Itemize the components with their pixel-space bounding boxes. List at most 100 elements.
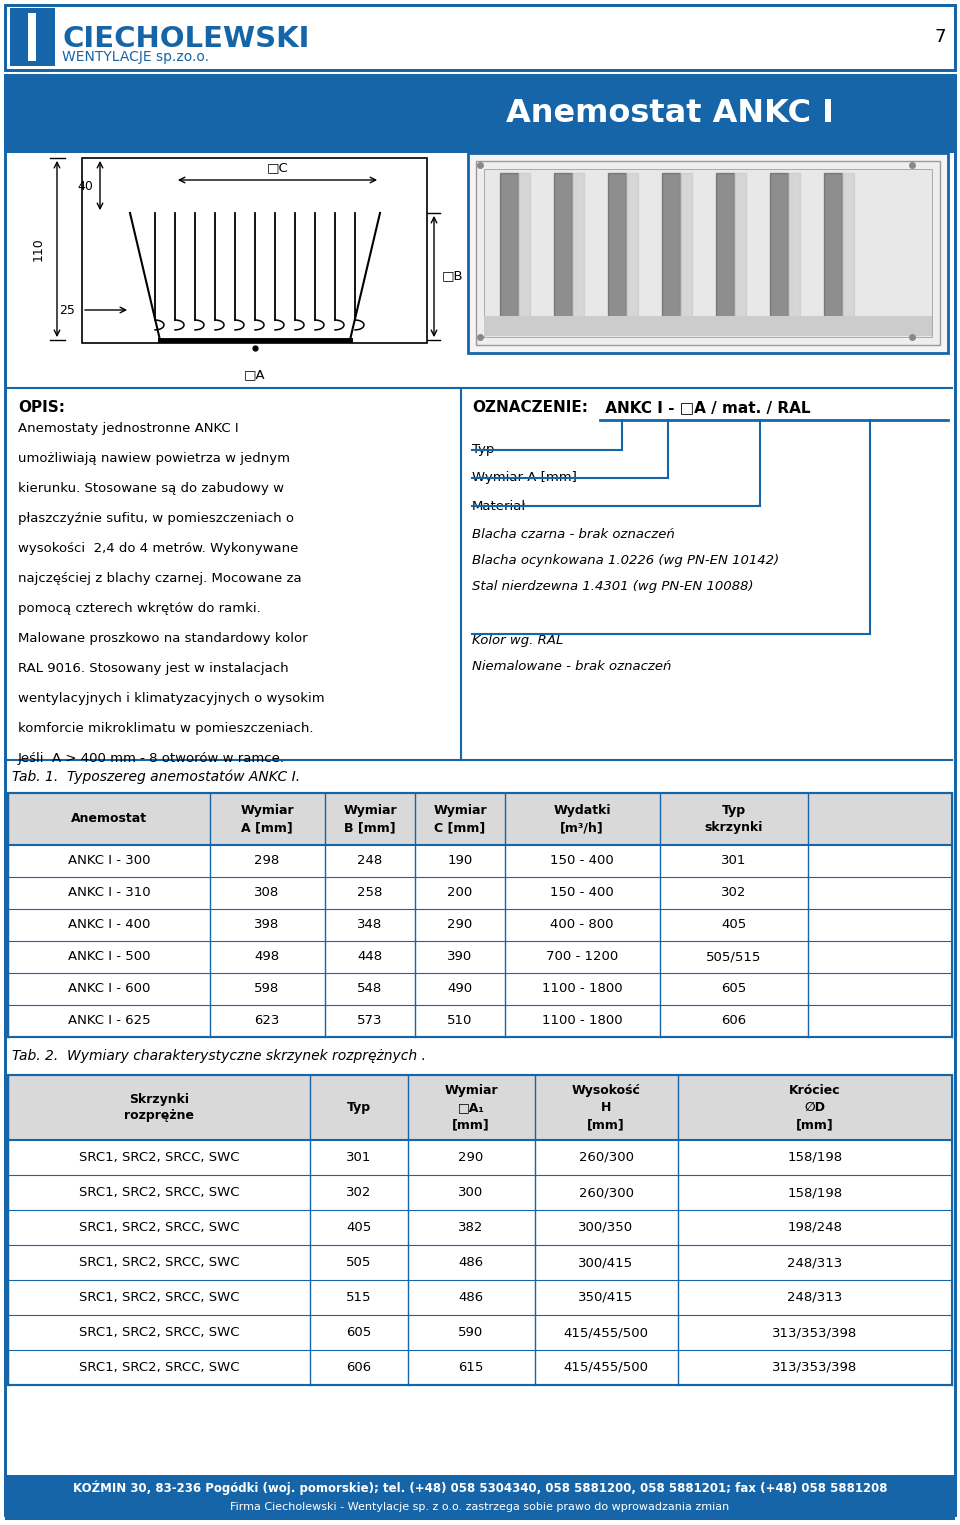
Text: SRC1, SRC2, SRCC, SWC: SRC1, SRC2, SRCC, SWC [79, 1151, 239, 1164]
Text: 400 - 800: 400 - 800 [550, 918, 613, 932]
Text: □B: □B [442, 270, 464, 282]
Text: 150 - 400: 150 - 400 [550, 854, 613, 868]
Text: Anemostaty jednostronne ANKC I: Anemostaty jednostronne ANKC I [18, 422, 239, 435]
Text: 415/455/500: 415/455/500 [564, 1360, 649, 1374]
Text: Wymiar
B [mm]: Wymiar B [mm] [343, 804, 396, 834]
Text: 448: 448 [357, 950, 383, 964]
Text: □C: □C [267, 162, 289, 174]
Text: Tab. 2.  Wymiary charakterystyczne skrzynek rozprężnych .: Tab. 2. Wymiary charakterystyczne skrzyn… [12, 1049, 426, 1063]
Bar [5, 75, 955, 152]
Text: 302: 302 [721, 886, 747, 900]
Text: 382: 382 [458, 1222, 484, 1234]
Text: Wymiar A [mm]: Wymiar A [mm] [472, 471, 577, 485]
Text: Skrzynki
rozprężne: Skrzynki rozprężne [124, 1092, 194, 1122]
Text: 248/313: 248/313 [787, 1292, 843, 1304]
Text: 290: 290 [458, 1151, 484, 1164]
Text: Kolor wg. RAL: Kolor wg. RAL [472, 634, 564, 647]
Text: Wymiar
C [mm]: Wymiar C [mm] [433, 804, 487, 834]
Text: OZNACZENIE:: OZNACZENIE: [472, 400, 588, 415]
Text: Wymiar
A [mm]: Wymiar A [mm] [240, 804, 294, 834]
Text: wysokości  2,4 do 4 metrów. Wykonywane: wysokości 2,4 do 4 metrów. Wykonywane [18, 541, 299, 555]
Text: 1100 - 1800: 1100 - 1800 [541, 1014, 622, 1028]
Text: Typ
skrzynki: Typ skrzynki [705, 804, 763, 834]
Text: 301: 301 [347, 1151, 372, 1164]
Text: Wymiar
□A₁
[mm]: Wymiar □A₁ [mm] [444, 1084, 498, 1132]
Text: płaszczyźnie sufitu, w pomieszczeniach o: płaszczyźnie sufitu, w pomieszczeniach o [18, 512, 294, 525]
Text: Jeśli  A > 400 mm - 8 otworów w ramce.: Jeśli A > 400 mm - 8 otworów w ramce. [18, 752, 285, 766]
Text: 598: 598 [254, 982, 279, 996]
Bar [16, 14, 40, 61]
Text: 25: 25 [60, 303, 75, 317]
Text: 260/300: 260/300 [579, 1151, 634, 1164]
Text: ANKC I - 300: ANKC I - 300 [68, 854, 151, 868]
Text: 515: 515 [347, 1292, 372, 1304]
Text: SRC1, SRC2, SRCC, SWC: SRC1, SRC2, SRCC, SWC [79, 1360, 239, 1374]
Text: 248: 248 [357, 854, 383, 868]
Bar [8, 1075, 952, 1385]
Text: 301: 301 [721, 854, 747, 868]
Text: ANKC I - 400: ANKC I - 400 [68, 918, 150, 932]
Text: 398: 398 [254, 918, 279, 932]
Text: Blacha ocynkowana 1.0226 (wg PN-EN 10142): Blacha ocynkowana 1.0226 (wg PN-EN 10142… [472, 554, 780, 567]
Text: 190: 190 [447, 854, 472, 868]
Text: 1100 - 1800: 1100 - 1800 [541, 982, 622, 996]
Text: Blacha czarna - brak oznaczeń: Blacha czarna - brak oznaczeń [472, 528, 675, 541]
Text: 415/455/500: 415/455/500 [564, 1327, 649, 1339]
Bar [476, 162, 940, 345]
Text: 605: 605 [347, 1327, 372, 1339]
Bar [16, 14, 32, 61]
Text: Malowane proszkowo na standardowy kolor: Malowane proszkowo na standardowy kolor [18, 631, 307, 645]
Bar [8, 1075, 952, 1141]
Text: 258: 258 [357, 886, 383, 900]
Bar [5, 1475, 955, 1520]
Text: ANKC I - 625: ANKC I - 625 [68, 1014, 151, 1028]
Text: 7: 7 [934, 27, 946, 46]
Text: 300/415: 300/415 [579, 1257, 634, 1269]
Text: 313/353/398: 313/353/398 [773, 1327, 857, 1339]
Text: 260/300: 260/300 [579, 1186, 634, 1199]
Text: 490: 490 [447, 982, 472, 996]
Text: 606: 606 [721, 1014, 747, 1028]
Text: wentylacyjnych i klimatyzacyjnych o wysokim: wentylacyjnych i klimatyzacyjnych o wyso… [18, 692, 324, 705]
Text: 158/198: 158/198 [787, 1186, 843, 1199]
Text: SRC1, SRC2, SRCC, SWC: SRC1, SRC2, SRCC, SWC [79, 1222, 239, 1234]
Text: 700 - 1200: 700 - 1200 [546, 950, 618, 964]
Text: najczęściej z blachy czarnej. Mocowane za: najczęściej z blachy czarnej. Mocowane z… [18, 572, 301, 586]
Text: 486: 486 [459, 1292, 484, 1304]
Text: ANKC I - 600: ANKC I - 600 [68, 982, 150, 996]
Text: Stal nierdzewna 1.4301 (wg PN-EN 10088): Stal nierdzewna 1.4301 (wg PN-EN 10088) [472, 580, 754, 593]
Text: 498: 498 [254, 950, 279, 964]
Text: 350/415: 350/415 [578, 1292, 634, 1304]
Text: Tab. 1.  Typoszereg anemostatów ANKC I.: Tab. 1. Typoszereg anemostatów ANKC I. [12, 770, 300, 784]
Bar [10, 8, 55, 66]
Text: ANKC I - □A / mat. / RAL: ANKC I - □A / mat. / RAL [600, 400, 810, 415]
Text: 505: 505 [347, 1257, 372, 1269]
Text: komforcie mikroklimatu w pomieszczeniach.: komforcie mikroklimatu w pomieszczeniach… [18, 721, 314, 735]
Text: Anemostat ANKC I: Anemostat ANKC I [506, 99, 834, 130]
Bar [484, 169, 932, 337]
Text: SRC1, SRC2, SRCC, SWC: SRC1, SRC2, SRCC, SWC [79, 1292, 239, 1304]
Text: 158/198: 158/198 [787, 1151, 843, 1164]
Text: 405: 405 [721, 918, 747, 932]
Text: 300: 300 [458, 1186, 484, 1199]
Bar [5, 5, 955, 70]
Text: Typ: Typ [347, 1101, 372, 1113]
Text: 302: 302 [347, 1186, 372, 1199]
Text: 348: 348 [357, 918, 383, 932]
Text: Wysokość
H
[mm]: Wysokość H [mm] [571, 1084, 640, 1132]
Text: kierunku. Stosowane są do zabudowy w: kierunku. Stosowane są do zabudowy w [18, 482, 284, 496]
Text: 110: 110 [32, 236, 45, 261]
Text: pomocą czterech wkrętów do ramki.: pomocą czterech wkrętów do ramki. [18, 602, 261, 615]
Text: 505/515: 505/515 [707, 950, 761, 964]
Text: 573: 573 [357, 1014, 383, 1028]
Text: Materiał: Materiał [472, 500, 526, 512]
Text: 486: 486 [459, 1257, 484, 1269]
Text: 298: 298 [254, 854, 279, 868]
Text: WENTYLACJE sp.zo.o.: WENTYLACJE sp.zo.o. [62, 50, 209, 64]
Text: SRC1, SRC2, SRCC, SWC: SRC1, SRC2, SRCC, SWC [79, 1257, 239, 1269]
Text: Typ: Typ [472, 444, 494, 456]
Text: Króciec
∅D
[mm]: Króciec ∅D [mm] [789, 1084, 841, 1132]
Bar [82, 159, 427, 343]
Text: 150 - 400: 150 - 400 [550, 886, 613, 900]
Text: 605: 605 [721, 982, 747, 996]
